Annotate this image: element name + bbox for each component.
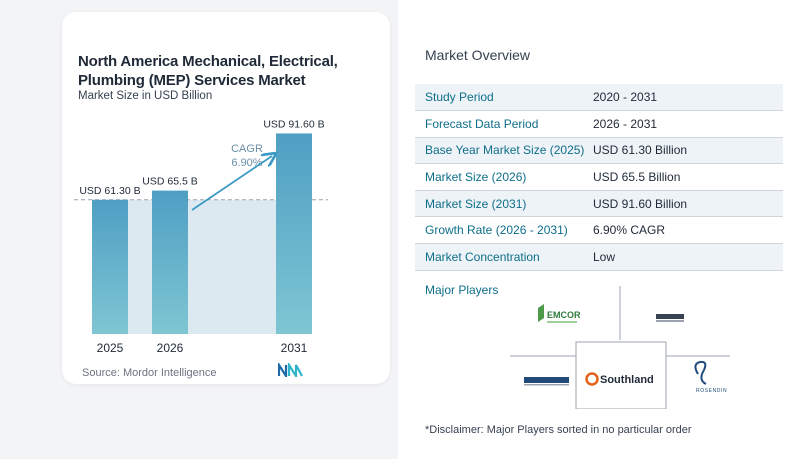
- bar-chart: USD 61.30 B 2025 USD 65.5 B 2026 USD 91.60 B…: [74, 120, 328, 355]
- table-row: Market Size (2031) USD 91.60 Billion: [415, 190, 783, 218]
- data-label-2026: USD 65.5 B: [142, 176, 197, 188]
- table-row: Study Period 2020 - 2031: [415, 84, 783, 112]
- row-value: 6.90% CAGR: [585, 216, 783, 245]
- x-tick-2025: 2025: [97, 341, 124, 355]
- row-value: USD 61.30 Billion: [585, 137, 783, 165]
- row-label: Growth Rate (2026 - 2031): [415, 216, 585, 245]
- row-label: Forecast Data Period: [415, 110, 585, 138]
- table-row: Market Concentration Low: [415, 243, 783, 271]
- table-row: Market Size (2026) USD 65.5 Billion: [415, 163, 783, 191]
- row-value: 2026 - 2031: [585, 110, 783, 138]
- source-note: Source: Mordor Intelligence: [82, 367, 217, 379]
- x-tick-2031: 2031: [281, 341, 308, 355]
- row-label: Market Size (2026): [415, 163, 585, 191]
- row-value: USD 65.5 Billion: [585, 163, 783, 191]
- mordor-logo-icon: [278, 363, 303, 377]
- southland-logo-text: Southland: [600, 374, 654, 386]
- rosendin-logo: ROSENDIN: [694, 360, 727, 394]
- row-value: USD 91.60 Billion: [585, 190, 783, 218]
- bar-2031: [276, 133, 312, 334]
- growth-arrow: [191, 156, 272, 211]
- chart-title: North America Mechanical, Electrical, Pl…: [78, 53, 338, 89]
- overview-title: Market Overview: [425, 47, 531, 63]
- emcor-logo: EMCOR: [538, 304, 581, 323]
- chart-subtitle: Market Size in USD Billion: [78, 90, 213, 102]
- major-players-grid: EMCOR Southland ROSENDIN: [510, 286, 730, 409]
- players-title: Major Players: [425, 283, 499, 297]
- x-tick-2026: 2026: [157, 341, 184, 355]
- bar-2025: [92, 199, 128, 334]
- disclaimer: *Disclaimer: Major Players sorted in no …: [425, 424, 692, 436]
- mc-dean-logo: [524, 377, 569, 386]
- data-label-2031: USD 91.60 B: [263, 120, 324, 130]
- southland-logo: Southland: [585, 372, 654, 386]
- cagr-label: CAGR: [231, 143, 263, 155]
- rosendin-logo-text: ROSENDIN: [696, 388, 727, 394]
- row-label: Study Period: [415, 84, 585, 112]
- row-label: Base Year Market Size (2025): [415, 137, 585, 165]
- row-value: 2020 - 2031: [585, 84, 783, 112]
- table-row: Growth Rate (2026 - 2031) 6.90% CAGR: [415, 216, 783, 245]
- table-row: Forecast Data Period 2026 - 2031: [415, 110, 783, 138]
- emcor-logo-text: EMCOR: [547, 310, 581, 320]
- generic-player-logo: [656, 314, 684, 322]
- row-value: Low: [585, 243, 783, 271]
- overview-table: Study Period 2020 - 2031 Forecast Data Pe…: [415, 84, 783, 271]
- table-row: Base Year Market Size (2025) USD 61.30 Bi…: [415, 137, 783, 165]
- row-label: Market Size (2031): [415, 190, 585, 218]
- cagr-value: 6.90%: [231, 157, 262, 169]
- bar-2026: [152, 190, 188, 334]
- baseline-band: [92, 199, 312, 334]
- row-label: Market Concentration: [415, 243, 585, 271]
- data-label-2025: USD 61.30 B: [79, 185, 140, 197]
